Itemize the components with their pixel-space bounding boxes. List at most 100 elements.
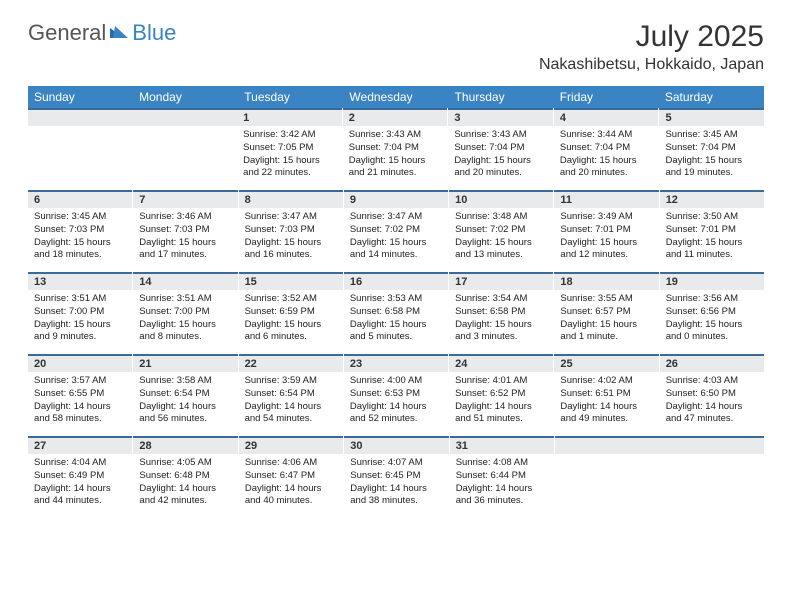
day-number: 21 xyxy=(133,354,237,372)
sunrise-text: Sunrise: 3:50 AM xyxy=(666,211,758,224)
sunset-text: Sunset: 6:56 PM xyxy=(666,306,758,319)
sunset-text: Sunset: 7:03 PM xyxy=(139,224,231,237)
sunset-text: Sunset: 7:04 PM xyxy=(560,142,653,155)
day-body: Sunrise: 4:01 AMSunset: 6:52 PMDaylight:… xyxy=(449,372,553,432)
day-cell: 12Sunrise: 3:50 AMSunset: 7:01 PMDayligh… xyxy=(660,190,764,272)
sunset-text: Sunset: 6:58 PM xyxy=(350,306,442,319)
sunrise-text: Sunrise: 3:57 AM xyxy=(34,375,126,388)
day-number: 14 xyxy=(133,272,237,290)
sunrise-text: Sunrise: 3:49 AM xyxy=(560,211,652,224)
day-body: Sunrise: 3:47 AMSunset: 7:03 PMDaylight:… xyxy=(239,208,343,268)
sunrise-text: Sunrise: 3:51 AM xyxy=(139,293,231,306)
day-body: Sunrise: 4:07 AMSunset: 6:45 PMDaylight:… xyxy=(344,454,448,514)
day-cell: 30Sunrise: 4:07 AMSunset: 6:45 PMDayligh… xyxy=(344,436,449,518)
logo-text-2: Blue xyxy=(132,20,176,46)
day-body: Sunrise: 3:59 AMSunset: 6:54 PMDaylight:… xyxy=(239,372,343,432)
title-block: July 2025 Nakashibetsu, Hokkaido, Japan xyxy=(539,20,764,74)
calendar: Sunday Monday Tuesday Wednesday Thursday… xyxy=(28,86,764,518)
daylight-text: Daylight: 15 hours xyxy=(34,319,126,332)
day-cell: 26Sunrise: 4:03 AMSunset: 6:50 PMDayligh… xyxy=(660,354,764,436)
daylight-text: and 8 minutes. xyxy=(139,331,231,344)
sunset-text: Sunset: 6:45 PM xyxy=(350,470,442,483)
daylight-text: Daylight: 15 hours xyxy=(245,319,337,332)
day-body: Sunrise: 3:49 AMSunset: 7:01 PMDaylight:… xyxy=(554,208,658,268)
day-number: 11 xyxy=(554,190,658,208)
weekday-header: Wednesday xyxy=(343,86,448,108)
sunrise-text: Sunrise: 4:04 AM xyxy=(34,457,126,470)
daylight-text: and 20 minutes. xyxy=(454,167,547,180)
day-cell: 10Sunrise: 3:48 AMSunset: 7:02 PMDayligh… xyxy=(449,190,554,272)
weekday-header: Thursday xyxy=(449,86,554,108)
day-number: 29 xyxy=(239,436,343,454)
daylight-text: Daylight: 14 hours xyxy=(139,401,231,414)
daylight-text: and 52 minutes. xyxy=(350,413,442,426)
daylight-text: and 14 minutes. xyxy=(350,249,442,262)
day-number: 17 xyxy=(449,272,553,290)
day-number: 15 xyxy=(239,272,343,290)
daylight-text: Daylight: 14 hours xyxy=(34,401,126,414)
daylight-text: and 36 minutes. xyxy=(456,495,548,508)
daylight-text: and 3 minutes. xyxy=(455,331,547,344)
sunrise-text: Sunrise: 3:53 AM xyxy=(350,293,442,306)
sunset-text: Sunset: 7:01 PM xyxy=(560,224,652,237)
day-cell: 13Sunrise: 3:51 AMSunset: 7:00 PMDayligh… xyxy=(28,272,133,354)
daylight-text: Daylight: 15 hours xyxy=(349,155,442,168)
day-number: 19 xyxy=(660,272,764,290)
day-cell: 1Sunrise: 3:42 AMSunset: 7:05 PMDaylight… xyxy=(237,108,343,190)
empty-day-cell xyxy=(133,108,238,190)
day-number: 24 xyxy=(449,354,553,372)
day-number: 13 xyxy=(28,272,132,290)
day-body: Sunrise: 3:48 AMSunset: 7:02 PMDaylight:… xyxy=(449,208,553,268)
sunrise-text: Sunrise: 4:08 AM xyxy=(456,457,548,470)
sunset-text: Sunset: 6:52 PM xyxy=(455,388,547,401)
day-cell: 28Sunrise: 4:05 AMSunset: 6:48 PMDayligh… xyxy=(133,436,238,518)
sunset-text: Sunset: 7:00 PM xyxy=(34,306,126,319)
daylight-text: and 6 minutes. xyxy=(245,331,337,344)
day-body: Sunrise: 4:08 AMSunset: 6:44 PMDaylight:… xyxy=(450,454,554,514)
daylight-text: Daylight: 15 hours xyxy=(139,319,231,332)
day-cell: 23Sunrise: 4:00 AMSunset: 6:53 PMDayligh… xyxy=(344,354,449,436)
day-number: 30 xyxy=(344,436,448,454)
daylight-text: and 38 minutes. xyxy=(350,495,442,508)
day-cell: 20Sunrise: 3:57 AMSunset: 6:55 PMDayligh… xyxy=(28,354,133,436)
day-cell: 29Sunrise: 4:06 AMSunset: 6:47 PMDayligh… xyxy=(239,436,344,518)
sunset-text: Sunset: 7:02 PM xyxy=(455,224,547,237)
empty-day-cell xyxy=(660,436,764,518)
day-body: Sunrise: 4:04 AMSunset: 6:49 PMDaylight:… xyxy=(28,454,132,514)
daylight-text: Daylight: 15 hours xyxy=(245,237,337,250)
location: Nakashibetsu, Hokkaido, Japan xyxy=(539,56,764,74)
day-body: Sunrise: 3:43 AMSunset: 7:04 PMDaylight:… xyxy=(448,126,553,186)
day-cell: 5Sunrise: 3:45 AMSunset: 7:04 PMDaylight… xyxy=(659,108,764,190)
day-cell: 6Sunrise: 3:45 AMSunset: 7:03 PMDaylight… xyxy=(28,190,133,272)
weekday-header: Sunday xyxy=(28,86,133,108)
day-body: Sunrise: 3:51 AMSunset: 7:00 PMDaylight:… xyxy=(28,290,132,350)
day-number: 26 xyxy=(660,354,764,372)
sunrise-text: Sunrise: 3:43 AM xyxy=(454,129,547,142)
sunrise-text: Sunrise: 3:55 AM xyxy=(560,293,652,306)
sunset-text: Sunset: 6:48 PM xyxy=(139,470,231,483)
day-cell: 19Sunrise: 3:56 AMSunset: 6:56 PMDayligh… xyxy=(660,272,764,354)
sunrise-text: Sunrise: 3:48 AM xyxy=(455,211,547,224)
day-number: 18 xyxy=(554,272,658,290)
day-cell: 31Sunrise: 4:08 AMSunset: 6:44 PMDayligh… xyxy=(450,436,555,518)
daylight-text: and 17 minutes. xyxy=(139,249,231,262)
day-cell: 9Sunrise: 3:47 AMSunset: 7:02 PMDaylight… xyxy=(344,190,449,272)
sunset-text: Sunset: 6:55 PM xyxy=(34,388,126,401)
daylight-text: Daylight: 15 hours xyxy=(139,237,231,250)
sunset-text: Sunset: 6:50 PM xyxy=(666,388,758,401)
sunrise-text: Sunrise: 3:58 AM xyxy=(139,375,231,388)
day-number: 6 xyxy=(28,190,132,208)
day-body: Sunrise: 3:52 AMSunset: 6:59 PMDaylight:… xyxy=(239,290,343,350)
weekday-header: Friday xyxy=(554,86,659,108)
day-number: 10 xyxy=(449,190,553,208)
day-body: Sunrise: 4:06 AMSunset: 6:47 PMDaylight:… xyxy=(239,454,343,514)
day-body: Sunrise: 3:51 AMSunset: 7:00 PMDaylight:… xyxy=(133,290,237,350)
day-number: 25 xyxy=(554,354,658,372)
daylight-text: and 12 minutes. xyxy=(560,249,652,262)
sunset-text: Sunset: 7:05 PM xyxy=(243,142,336,155)
daylight-text: Daylight: 15 hours xyxy=(243,155,336,168)
day-number: 22 xyxy=(239,354,343,372)
sunrise-text: Sunrise: 4:00 AM xyxy=(350,375,442,388)
sunrise-text: Sunrise: 4:02 AM xyxy=(560,375,652,388)
day-body: Sunrise: 3:58 AMSunset: 6:54 PMDaylight:… xyxy=(133,372,237,432)
